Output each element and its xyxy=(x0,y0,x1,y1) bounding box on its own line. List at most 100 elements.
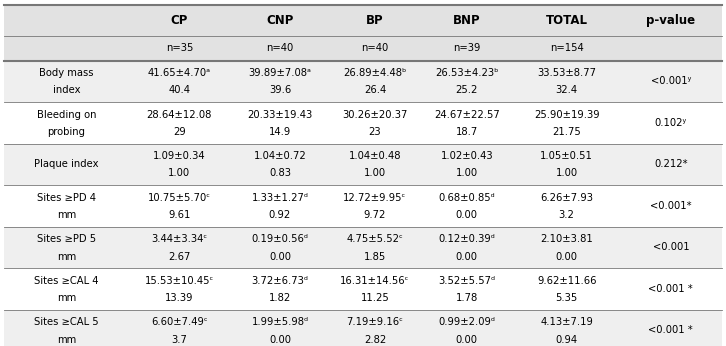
Bar xyxy=(619,185,722,227)
Text: 0.92: 0.92 xyxy=(269,210,291,220)
Text: n=35: n=35 xyxy=(166,43,193,53)
Text: 5.35: 5.35 xyxy=(555,293,578,303)
Text: 11.25: 11.25 xyxy=(361,293,389,303)
Text: <0.001*: <0.001* xyxy=(650,201,692,211)
Bar xyxy=(4,310,129,346)
Bar xyxy=(420,227,514,268)
Text: Sites ≥CAL 4: Sites ≥CAL 4 xyxy=(34,276,99,285)
Text: 4.75±5.52ᶜ: 4.75±5.52ᶜ xyxy=(346,234,404,244)
Text: 3.44±3.34ᶜ: 3.44±3.34ᶜ xyxy=(151,234,208,244)
Text: 24.67±22.57: 24.67±22.57 xyxy=(434,110,499,119)
Bar xyxy=(229,61,330,102)
Text: BP: BP xyxy=(366,14,384,27)
Bar xyxy=(129,185,229,227)
Bar xyxy=(4,102,129,144)
Bar xyxy=(229,185,330,227)
Text: 25.90±19.39: 25.90±19.39 xyxy=(534,110,600,119)
Text: p-value: p-value xyxy=(646,14,696,27)
Text: 2.67: 2.67 xyxy=(168,252,190,262)
Text: 1.00: 1.00 xyxy=(364,169,386,179)
Text: Bleeding on: Bleeding on xyxy=(36,110,96,119)
Text: 1.00: 1.00 xyxy=(555,169,578,179)
Bar xyxy=(619,61,722,102)
Bar xyxy=(330,61,420,102)
Text: 0.94: 0.94 xyxy=(555,335,578,345)
Text: 0.212*: 0.212* xyxy=(654,160,688,169)
Text: 0.19±0.56ᵈ: 0.19±0.56ᵈ xyxy=(251,234,309,244)
Text: 1.33±1.27ᵈ: 1.33±1.27ᵈ xyxy=(251,193,309,202)
Text: 39.89±7.08ᵃ: 39.89±7.08ᵃ xyxy=(248,68,311,78)
Text: 29: 29 xyxy=(173,127,186,137)
Text: mm: mm xyxy=(57,293,76,303)
Text: 6.60±7.49ᶜ: 6.60±7.49ᶜ xyxy=(151,317,208,327)
Text: 2.82: 2.82 xyxy=(364,335,386,345)
Text: 20.33±19.43: 20.33±19.43 xyxy=(248,110,313,119)
Bar xyxy=(420,5,514,36)
Text: 1.00: 1.00 xyxy=(456,169,478,179)
Text: 0.00: 0.00 xyxy=(269,335,291,345)
Text: 1.09±0.34: 1.09±0.34 xyxy=(153,151,205,161)
Bar xyxy=(330,5,420,36)
Bar xyxy=(514,185,619,227)
Text: n=154: n=154 xyxy=(550,43,584,53)
Bar xyxy=(420,268,514,310)
Text: 7.19±9.16ᶜ: 7.19±9.16ᶜ xyxy=(346,317,404,327)
Text: 26.4: 26.4 xyxy=(364,85,386,95)
Bar xyxy=(129,102,229,144)
Text: 25.2: 25.2 xyxy=(456,85,478,95)
Text: 4.13±7.19: 4.13±7.19 xyxy=(540,317,593,327)
Text: 30.26±20.37: 30.26±20.37 xyxy=(342,110,408,119)
Text: 23: 23 xyxy=(369,127,381,137)
Text: 18.7: 18.7 xyxy=(456,127,478,137)
Text: 1.04±0.72: 1.04±0.72 xyxy=(253,151,306,161)
Bar xyxy=(514,102,619,144)
Bar xyxy=(129,310,229,346)
Text: 0.102ʸ: 0.102ʸ xyxy=(655,118,687,128)
Bar xyxy=(330,310,420,346)
Bar xyxy=(129,36,229,61)
Text: 9.62±11.66: 9.62±11.66 xyxy=(537,276,596,285)
Bar xyxy=(4,61,129,102)
Bar xyxy=(514,310,619,346)
Text: mm: mm xyxy=(57,252,76,262)
Bar xyxy=(229,268,330,310)
Bar xyxy=(514,36,619,61)
Text: 26.89±4.48ᵇ: 26.89±4.48ᵇ xyxy=(343,68,407,78)
Text: <0.001ʸ: <0.001ʸ xyxy=(650,76,691,86)
Text: 0.12±0.39ᵈ: 0.12±0.39ᵈ xyxy=(439,234,495,244)
Text: 0.00: 0.00 xyxy=(269,252,291,262)
Text: Plaque index: Plaque index xyxy=(34,160,99,169)
Bar xyxy=(4,144,129,185)
Text: 0.83: 0.83 xyxy=(269,169,291,179)
Text: index: index xyxy=(52,85,80,95)
Bar xyxy=(4,268,129,310)
Bar xyxy=(229,102,330,144)
Bar xyxy=(420,61,514,102)
Text: 3.2: 3.2 xyxy=(559,210,574,220)
Text: 0.99±2.09ᵈ: 0.99±2.09ᵈ xyxy=(439,317,495,327)
Text: n=40: n=40 xyxy=(362,43,388,53)
Text: 21.75: 21.75 xyxy=(552,127,581,137)
Text: 16.31±14.56ᶜ: 16.31±14.56ᶜ xyxy=(340,276,409,285)
Text: 1.99±5.98ᵈ: 1.99±5.98ᵈ xyxy=(251,317,309,327)
Bar xyxy=(4,227,129,268)
Text: CNP: CNP xyxy=(266,14,293,27)
Bar xyxy=(330,36,420,61)
Text: 1.02±0.43: 1.02±0.43 xyxy=(441,151,493,161)
Text: 0.00: 0.00 xyxy=(456,335,478,345)
Text: Sites ≥PD 4: Sites ≥PD 4 xyxy=(37,193,96,202)
Text: 39.6: 39.6 xyxy=(269,85,291,95)
Text: n=40: n=40 xyxy=(266,43,293,53)
Text: <0.001 *: <0.001 * xyxy=(648,326,693,335)
Bar xyxy=(514,227,619,268)
Text: 10.75±5.70ᶜ: 10.75±5.70ᶜ xyxy=(148,193,211,202)
Text: 1.78: 1.78 xyxy=(456,293,478,303)
Text: 28.64±12.08: 28.64±12.08 xyxy=(147,110,212,119)
Text: 1.82: 1.82 xyxy=(269,293,291,303)
Text: <0.001 *: <0.001 * xyxy=(648,284,693,294)
Bar xyxy=(229,144,330,185)
Bar xyxy=(514,61,619,102)
Text: Sites ≥PD 5: Sites ≥PD 5 xyxy=(37,234,96,244)
Bar xyxy=(330,268,420,310)
Text: 15.53±10.45ᶜ: 15.53±10.45ᶜ xyxy=(144,276,214,285)
